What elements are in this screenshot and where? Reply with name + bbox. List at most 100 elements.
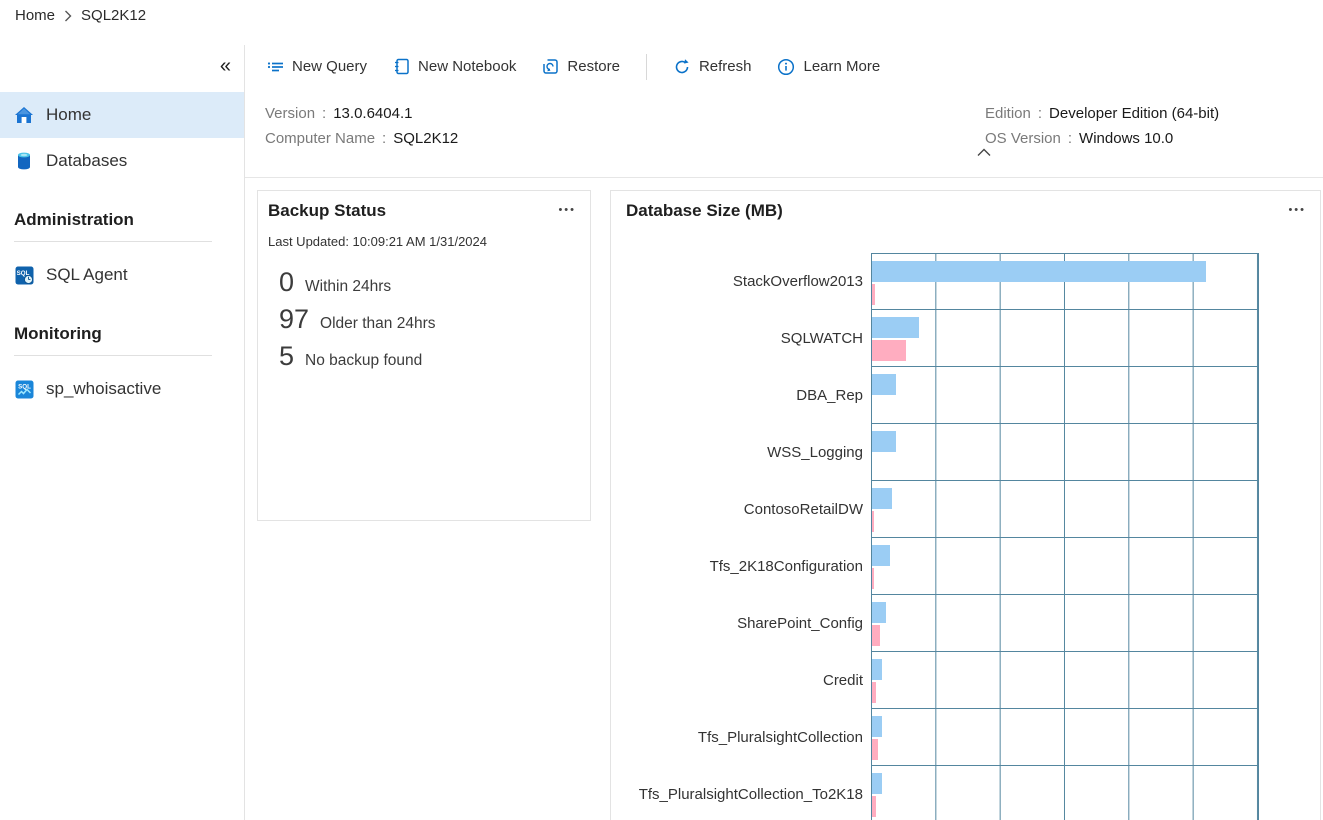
sidebar-item-sp-whoisactive[interactable]: SQL sp_whoisactive <box>0 366 244 412</box>
chart-plot-cell <box>871 424 1259 481</box>
learn-more-label: Learn More <box>803 58 881 75</box>
sidebar-nav: Home Databases <box>0 92 244 184</box>
new-notebook-icon <box>393 58 410 75</box>
chart-bar-pink <box>872 682 876 703</box>
backup-stat-row: 97 Older than 24hrs <box>279 304 590 339</box>
app-body: « Home <box>0 45 1323 820</box>
backup-last-updated: Last Updated: 10:09:21 AM 1/31/2024 <box>268 234 488 249</box>
refresh-label: Refresh <box>698 58 752 75</box>
learn-more-button[interactable]: Learn More <box>777 58 880 76</box>
restore-button[interactable]: Restore <box>542 58 620 75</box>
property-label: Edition <box>985 105 1031 122</box>
property-value: 13.0.6404.1 <box>333 105 413 122</box>
sidebar-item-home[interactable]: Home <box>0 92 244 138</box>
chart-row: DBA_Rep <box>611 367 1320 424</box>
chart-category-label: DBA_Rep <box>796 387 863 404</box>
chart-row: WSS_Logging <box>611 424 1320 481</box>
sidebar-collapse-icon[interactable]: « <box>219 55 231 77</box>
ellipsis-menu-icon[interactable]: ••• <box>558 204 576 216</box>
collapse-properties-icon[interactable] <box>977 148 991 157</box>
chart-bar-blue <box>872 659 883 680</box>
chart-category-label: Tfs_2K18Configuration <box>709 558 863 575</box>
chart-bar-blue <box>872 602 886 623</box>
property-separator: : <box>1067 130 1073 147</box>
server-properties-right: Edition: Developer Edition (64-bit) OS Ve… <box>985 101 1219 151</box>
property-row: Version:13.0.6404.1 <box>265 101 458 126</box>
sidebar-section-monitoring: Monitoring SQL sp_whoisactive <box>0 324 244 412</box>
restore-icon <box>542 58 559 75</box>
property-label: Version <box>265 105 316 122</box>
chevron-right-icon <box>64 7 72 22</box>
chart-plot-cell <box>871 709 1259 766</box>
chart-category-label: Credit <box>822 672 863 689</box>
property-value: SQL2K12 <box>393 130 459 147</box>
breadcrumb: Home SQL2K12 <box>0 0 1323 45</box>
chart-plot-cell <box>871 766 1259 820</box>
widget-header: Database Size (MB) ••• <box>611 191 1320 221</box>
svg-text:SQL: SQL <box>16 270 29 277</box>
chart-plot-cell <box>871 367 1259 424</box>
breadcrumb-server[interactable]: SQL2K12 <box>81 7 147 24</box>
chart-row: SQLWATCH <box>611 310 1320 367</box>
stat-value: 5 <box>279 341 295 371</box>
chart-category-label: ContosoRetailDW <box>743 501 863 518</box>
chart-category-label: Tfs_PluralsightCollection <box>697 729 863 746</box>
chart-bar-blue <box>872 716 883 737</box>
breadcrumb-home[interactable]: Home <box>15 7 56 24</box>
widget-title: Backup Status <box>268 201 387 220</box>
chart-bar-blue <box>872 317 919 338</box>
chart-plot-cell <box>871 538 1259 595</box>
sql-agent-icon: SQL <box>14 265 34 285</box>
sidebar-item-databases[interactable]: Databases <box>0 138 244 184</box>
new-query-button[interactable]: New Query <box>267 58 367 75</box>
property-value: Windows 10.0 <box>1079 130 1174 147</box>
chart-bar-pink <box>872 568 874 589</box>
new-query-icon <box>267 59 284 75</box>
stat-label: Within 24hrs <box>305 278 392 295</box>
svg-text:SQL: SQL <box>18 383 31 390</box>
info-icon <box>777 58 795 76</box>
sidebar-item-label: SQL Agent <box>46 265 128 284</box>
database-icon <box>14 151 34 171</box>
chart-row: Tfs_PluralsightCollection <box>611 709 1320 766</box>
refresh-icon <box>673 58 691 76</box>
sidebar-item-label: sp_whoisactive <box>46 379 162 398</box>
toolbar-separator <box>645 53 647 80</box>
chart-row: ContosoRetailDW <box>611 481 1320 538</box>
property-label: Computer Name <box>265 130 376 147</box>
chart-bar-pink <box>872 340 906 361</box>
chart-bar-pink <box>872 284 876 305</box>
stat-label: Older than 24hrs <box>320 315 436 332</box>
chart-bar-blue <box>872 261 1207 282</box>
chart-category-label: StackOverflow2013 <box>732 273 863 290</box>
chart-bar-blue <box>872 431 896 452</box>
chart-plot-cell <box>871 481 1259 538</box>
chart-bar-pink <box>872 511 874 532</box>
sidebar-item-sql-agent[interactable]: SQL SQL Agent <box>0 252 244 298</box>
sp-whoisactive-icon: SQL <box>14 379 34 399</box>
backup-stat-row: 5 No backup found <box>279 341 590 376</box>
chart-bar-pink <box>872 739 878 760</box>
widget-title: Database Size (MB) <box>626 201 783 220</box>
sidebar: « Home <box>0 45 245 820</box>
chart-plot-cell <box>871 595 1259 652</box>
widget-header: Backup Status ••• <box>258 191 590 221</box>
chart-bar-blue <box>872 374 896 395</box>
chart-bar-blue <box>872 545 890 566</box>
section-title: Monitoring <box>14 324 212 356</box>
database-size-chart: StackOverflow2013 SQLWATCH DBA_Rep WSS_Logg… <box>611 253 1320 820</box>
chart-row: StackOverflow2013 <box>611 253 1320 310</box>
stat-label: No backup found <box>305 352 423 369</box>
chart-bar-blue <box>872 773 883 794</box>
backup-stat-row: 0 Within 24hrs <box>279 267 590 302</box>
chart-plot-cell <box>871 310 1259 367</box>
new-notebook-button[interactable]: New Notebook <box>393 58 516 75</box>
refresh-button[interactable]: Refresh <box>673 58 752 76</box>
chart-row: Credit <box>611 652 1320 709</box>
property-row: Edition: Developer Edition (64-bit) <box>985 101 1219 126</box>
ellipsis-menu-icon[interactable]: ••• <box>1288 204 1306 216</box>
stat-value: 97 <box>279 304 310 334</box>
main-content: New Query New Notebook <box>245 45 1323 820</box>
new-notebook-label: New Notebook <box>418 58 517 75</box>
server-properties-left: Version:13.0.6404.1 Computer Name: SQL2K1… <box>265 101 458 151</box>
